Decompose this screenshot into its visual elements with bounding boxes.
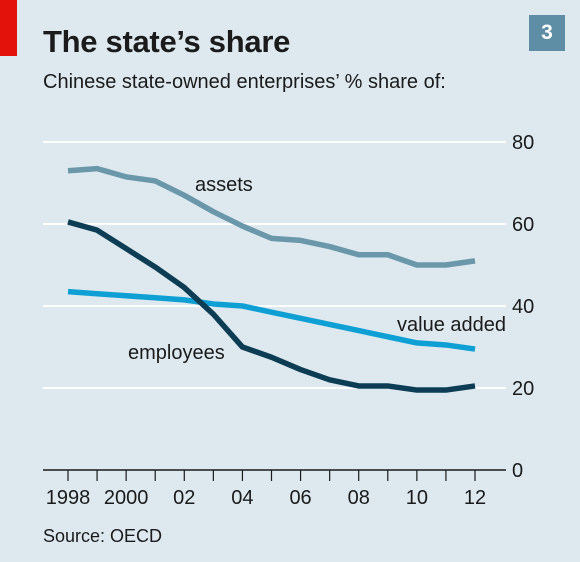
brand-red-tab [0, 0, 17, 56]
x-tick-label-2002: 02 [173, 487, 195, 509]
source-note: Source: OECD [43, 526, 163, 546]
y-tick-label-80: 80 [512, 132, 534, 154]
x-tick-label-2010: 10 [406, 487, 428, 509]
series-label-employees: employees [128, 342, 225, 364]
y-tick-label-0: 0 [512, 460, 523, 482]
chart-title: The state’s share [43, 24, 291, 59]
x-tick-label-2000: 2000 [104, 487, 149, 509]
x-tick-label-2004: 04 [231, 487, 253, 509]
x-tick-label-2006: 06 [289, 487, 311, 509]
series-label-value-added: value added [397, 314, 506, 336]
series-label-assets: assets [195, 174, 253, 196]
x-tick-label-1998: 1998 [46, 487, 91, 509]
y-tick-label-40: 40 [512, 296, 534, 318]
x-tick-label-2012: 12 [464, 487, 486, 509]
chart-subtitle: Chinese state-owned enterprises’ % share… [43, 71, 446, 93]
y-tick-label-60: 60 [512, 214, 534, 236]
chart-number-badge: 3 [529, 15, 565, 51]
x-tick-label-2008: 08 [348, 487, 370, 509]
y-tick-label-20: 20 [512, 378, 534, 400]
